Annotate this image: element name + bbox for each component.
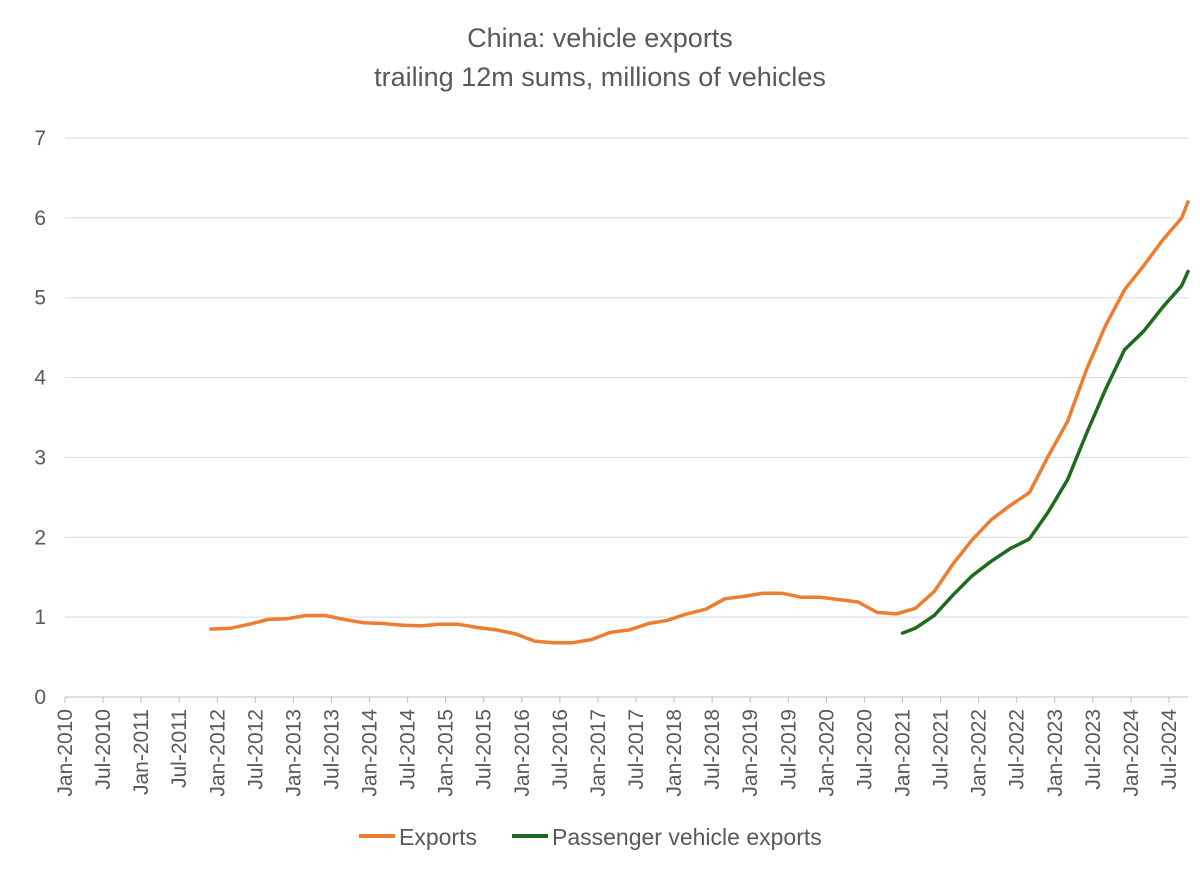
legend-label: Exports [399, 824, 477, 850]
y-tick-label: 2 [34, 526, 46, 549]
x-tick-label: Jul-2013 [320, 709, 343, 790]
chart-title: China: vehicle exports [467, 23, 733, 53]
x-tick-label: Jul-2012 [244, 709, 267, 790]
x-tick-label: Jul-2018 [701, 709, 724, 790]
x-tick-label: Jul-2014 [397, 709, 420, 790]
x-tick-label: Jan-2019 [739, 709, 762, 797]
y-tick-label: 0 [34, 686, 46, 709]
x-tick-label: Jul-2017 [625, 709, 648, 790]
y-tick-label: 3 [34, 446, 46, 469]
x-tick-label: Jul-2010 [92, 709, 115, 790]
x-tick-label: Jul-2015 [473, 709, 496, 790]
y-tick-label: 6 [34, 207, 46, 230]
x-tick-label: Jan-2017 [587, 709, 610, 797]
x-tick-label: Jul-2016 [549, 709, 572, 790]
x-tick-label: Jul-2020 [853, 709, 876, 790]
x-tick-label: Jan-2010 [54, 709, 77, 797]
x-tick-label: Jul-2011 [168, 709, 191, 788]
x-tick-label: Jan-2016 [511, 709, 534, 797]
x-tick-label: Jan-2011 [130, 709, 153, 795]
series-lines [209, 200, 1190, 645]
x-tick-label: Jul-2024 [1158, 709, 1181, 790]
x-tick-label: Jul-2022 [1006, 709, 1029, 790]
x-tick-label: Jul-2019 [777, 709, 800, 790]
x-tick-label: Jan-2021 [891, 709, 914, 797]
x-tick-label: Jan-2012 [206, 709, 229, 797]
x-tick-label: Jan-2020 [815, 709, 838, 797]
y-axis: 0 1 2 3 4 5 6 7 [34, 127, 46, 709]
x-tick-label: Jul-2023 [1082, 709, 1105, 790]
series-line-exports [209, 200, 1190, 645]
x-tick-label: Jan-2015 [435, 709, 458, 797]
y-tick-label: 4 [34, 367, 46, 390]
gridlines [65, 137, 1188, 698]
legend: Exports Passenger vehicle exports [359, 824, 822, 850]
x-tick-label: Jan-2018 [663, 709, 686, 797]
x-tick-label: Jan-2023 [1044, 709, 1067, 797]
x-tick-label: Jan-2024 [1120, 709, 1143, 797]
legend-label: Passenger vehicle exports [552, 824, 822, 850]
x-tick-label: Jul-2021 [930, 709, 953, 790]
x-tick-label: Jan-2022 [968, 709, 991, 797]
x-tick-label: Jan-2014 [359, 709, 382, 797]
y-tick-label: 5 [34, 287, 46, 310]
chart-subtitle: trailing 12m sums, millions of vehicles [374, 62, 826, 92]
series-line-passenger-vehicle-exports [900, 269, 1190, 635]
x-axis: Jan-2010 Jul-2010 Jan-2011 Jul-2011 Jan-2012… [54, 697, 1181, 797]
y-tick-label: 7 [34, 127, 46, 150]
y-tick-label: 1 [34, 606, 46, 629]
x-tick-label: Jan-2013 [282, 709, 305, 797]
